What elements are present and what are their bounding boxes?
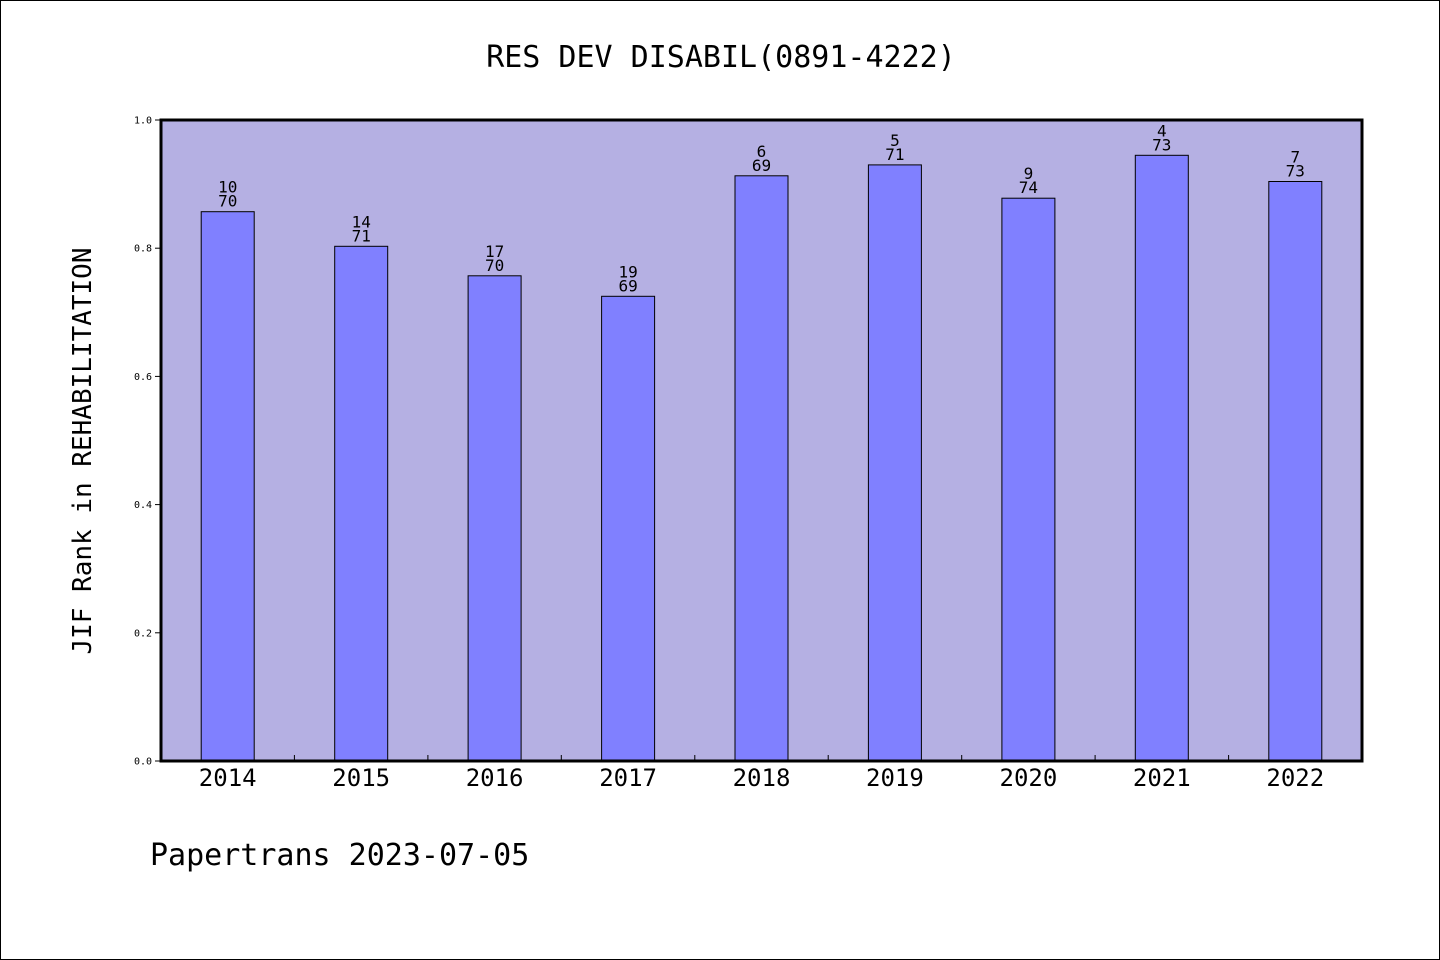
bar-rank-label-2018: 6 <box>757 142 767 161</box>
bar-2016 <box>467 275 522 762</box>
y-axis-label: JIF Rank in REHABILITATION <box>68 248 98 655</box>
y-axis: 0.0 0.2 0.4 0.6 0.8 1.0 <box>134 116 161 768</box>
x-tick-label-2018: 2018 <box>733 764 791 792</box>
x-tick-label-2014: 2014 <box>199 764 257 792</box>
y-tick-label: 0.4 <box>134 500 152 511</box>
bar-rank-label-2014: 10 <box>218 178 237 197</box>
bar-2014 <box>200 211 255 762</box>
y-tick-label: 0.6 <box>134 372 152 383</box>
bar-2017 <box>601 295 656 762</box>
bar-2021 <box>1134 154 1189 762</box>
bar-total-label-2016: 70 <box>485 256 504 275</box>
bar-total-label-2022: 73 <box>1286 162 1305 181</box>
bar-rank-label-2020: 9 <box>1024 164 1034 183</box>
x-tick-label-2021: 2021 <box>1133 764 1191 792</box>
x-tick-label-2019: 2019 <box>866 764 924 792</box>
bar-total-label-2019: 71 <box>885 145 904 164</box>
bar-rank-label-2019: 5 <box>890 131 900 150</box>
bar-total-label-2020: 74 <box>1019 178 1038 197</box>
x-tick-label-2020: 2020 <box>1000 764 1058 792</box>
bar-total-label-2021: 73 <box>1152 135 1171 154</box>
bar-total-label-2018: 69 <box>752 156 771 175</box>
y-tick-label: 0.0 <box>134 757 152 768</box>
bar-rank-label-2017: 19 <box>618 262 637 281</box>
chart-title: RES DEV DISABIL(0891-4222) <box>486 40 956 75</box>
bars-layer <box>200 154 1323 762</box>
bar-total-label-2015: 71 <box>352 226 371 245</box>
bar-total-label-2017: 69 <box>618 276 637 295</box>
bar-rank-label-2022: 7 <box>1290 148 1300 167</box>
plot-border <box>159 118 1364 763</box>
bar-2022 <box>1268 181 1323 762</box>
bar-2019 <box>867 164 922 762</box>
bar-2020 <box>1001 197 1056 762</box>
bar-rank-label-2016: 17 <box>485 242 504 261</box>
bar-rank-label-2021: 4 <box>1157 121 1167 140</box>
x-tick-label-2017: 2017 <box>599 764 657 792</box>
y-tick-label: 0.2 <box>134 628 152 639</box>
x-tick-label-2016: 2016 <box>466 764 524 792</box>
x-tick-label-2022: 2022 <box>1266 764 1324 792</box>
footer-text: Papertrans 2023-07-05 <box>150 838 529 873</box>
y-tick-label: 0.8 <box>134 244 152 255</box>
bar-total-label-2014: 70 <box>218 192 237 211</box>
bar-2015 <box>334 245 389 762</box>
x-tick-label-2015: 2015 <box>332 764 390 792</box>
y-tick-label: 1.0 <box>134 116 152 127</box>
bar-rank-label-2015: 14 <box>352 212 371 231</box>
bar-2018 <box>734 175 789 762</box>
x-axis: 2014 2015 2016 2017 2018 2019 2020 2021 2022 <box>199 755 1324 792</box>
